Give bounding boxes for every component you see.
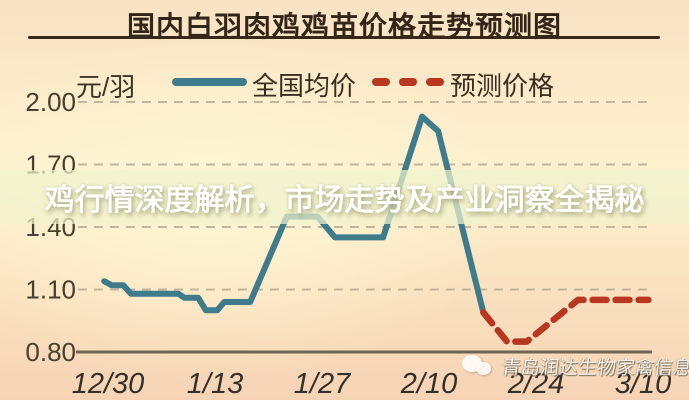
watermark-text: 青岛润达生物家禽信息 — [500, 358, 689, 379]
x-tick-label: 1/13 — [187, 368, 243, 400]
series-forecast-line — [480, 296, 652, 345]
x-tick-label: 1/27 — [294, 368, 352, 400]
x-tick-label: 12/30 — [72, 368, 145, 400]
x-tick-label: 2/24 — [507, 368, 564, 400]
x-tick-label: 2/10 — [400, 368, 457, 400]
y-tick-label: 2.00 — [25, 87, 76, 117]
unit-label: 元/羽 — [76, 72, 136, 102]
forecast-dash-swatch — [372, 78, 444, 86]
y-tick-label: 0.80 — [25, 337, 76, 367]
dash-segment — [372, 78, 390, 86]
x-tick-label: 3/10 — [615, 368, 671, 400]
headline-text: 鸡行情深度解析，市场走势及产业洞察全揭秘 — [44, 184, 645, 217]
title-divider — [28, 36, 660, 39]
wechat-icon — [462, 354, 496, 380]
headline-banner: 鸡行情深度解析，市场走势及产业洞察全揭秘 — [0, 170, 689, 224]
y-tick-label: 1.10 — [25, 275, 76, 305]
legend-forecast-label: 预测价格 — [450, 71, 555, 101]
watermark: 青岛润达生物家禽信息 — [462, 353, 689, 380]
dash-segment — [426, 78, 444, 86]
legend-actual-label: 全国均价 — [252, 71, 357, 101]
dash-segment — [399, 78, 417, 86]
actual-line-swatch — [172, 78, 247, 86]
